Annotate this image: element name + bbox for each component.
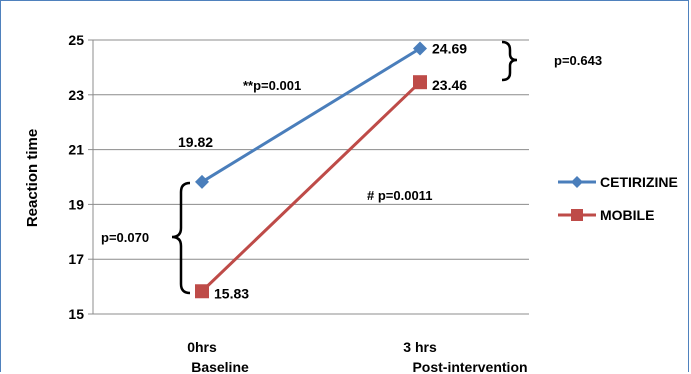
x-tick-labels: 0hrs 3 hrs Baseline Post-intervention bbox=[187, 339, 527, 374]
legend-label: MOBILE bbox=[600, 207, 654, 223]
y-tick-label: 19 bbox=[68, 196, 84, 212]
data-label: 24.69 bbox=[432, 40, 467, 56]
annotation-mobile-change: # p=0.0011 bbox=[367, 188, 432, 203]
y-tick-label: 23 bbox=[68, 87, 84, 103]
data-point bbox=[413, 41, 427, 56]
data-label: 23.46 bbox=[432, 77, 467, 93]
data-point bbox=[413, 75, 427, 90]
y-tick-label: 25 bbox=[68, 32, 84, 48]
data-label: 19.82 bbox=[178, 134, 213, 150]
legend-label: CETIRIZINE bbox=[600, 174, 678, 190]
legend-marker bbox=[571, 176, 583, 188]
series-group: 19.82 24.69 15.83 23.46 bbox=[178, 40, 467, 301]
legend: CETIRIZINE MOBILE bbox=[558, 174, 678, 223]
post-bracket bbox=[501, 40, 518, 82]
baseline-bracket bbox=[171, 181, 191, 295]
y-axis-title: Reaction time bbox=[24, 129, 41, 227]
annotation-baseline: p=0.070 bbox=[101, 230, 149, 245]
x-tick-label: 0hrs bbox=[187, 339, 217, 355]
x-sublabel: Post-intervention bbox=[412, 359, 527, 374]
y-tick-labels: 15 17 19 21 23 25 bbox=[68, 32, 84, 322]
legend-marker bbox=[571, 209, 583, 221]
y-tick-label: 17 bbox=[68, 251, 84, 267]
series-line bbox=[200, 81, 422, 293]
x-sublabel: Baseline bbox=[191, 359, 249, 374]
annotation-cetirizine-change: **p=0.001 bbox=[243, 78, 301, 93]
annotation-p-top-right: p=0.643 bbox=[554, 53, 602, 68]
x-tick-label: 3 hrs bbox=[403, 339, 437, 355]
y-tick-label: 21 bbox=[68, 142, 84, 158]
gridlines bbox=[88, 39, 529, 315]
y-tick-label: 15 bbox=[68, 306, 84, 322]
data-point bbox=[195, 174, 209, 189]
series-line bbox=[201, 47, 421, 184]
data-point bbox=[195, 284, 209, 299]
data-label: 15.83 bbox=[214, 285, 249, 301]
